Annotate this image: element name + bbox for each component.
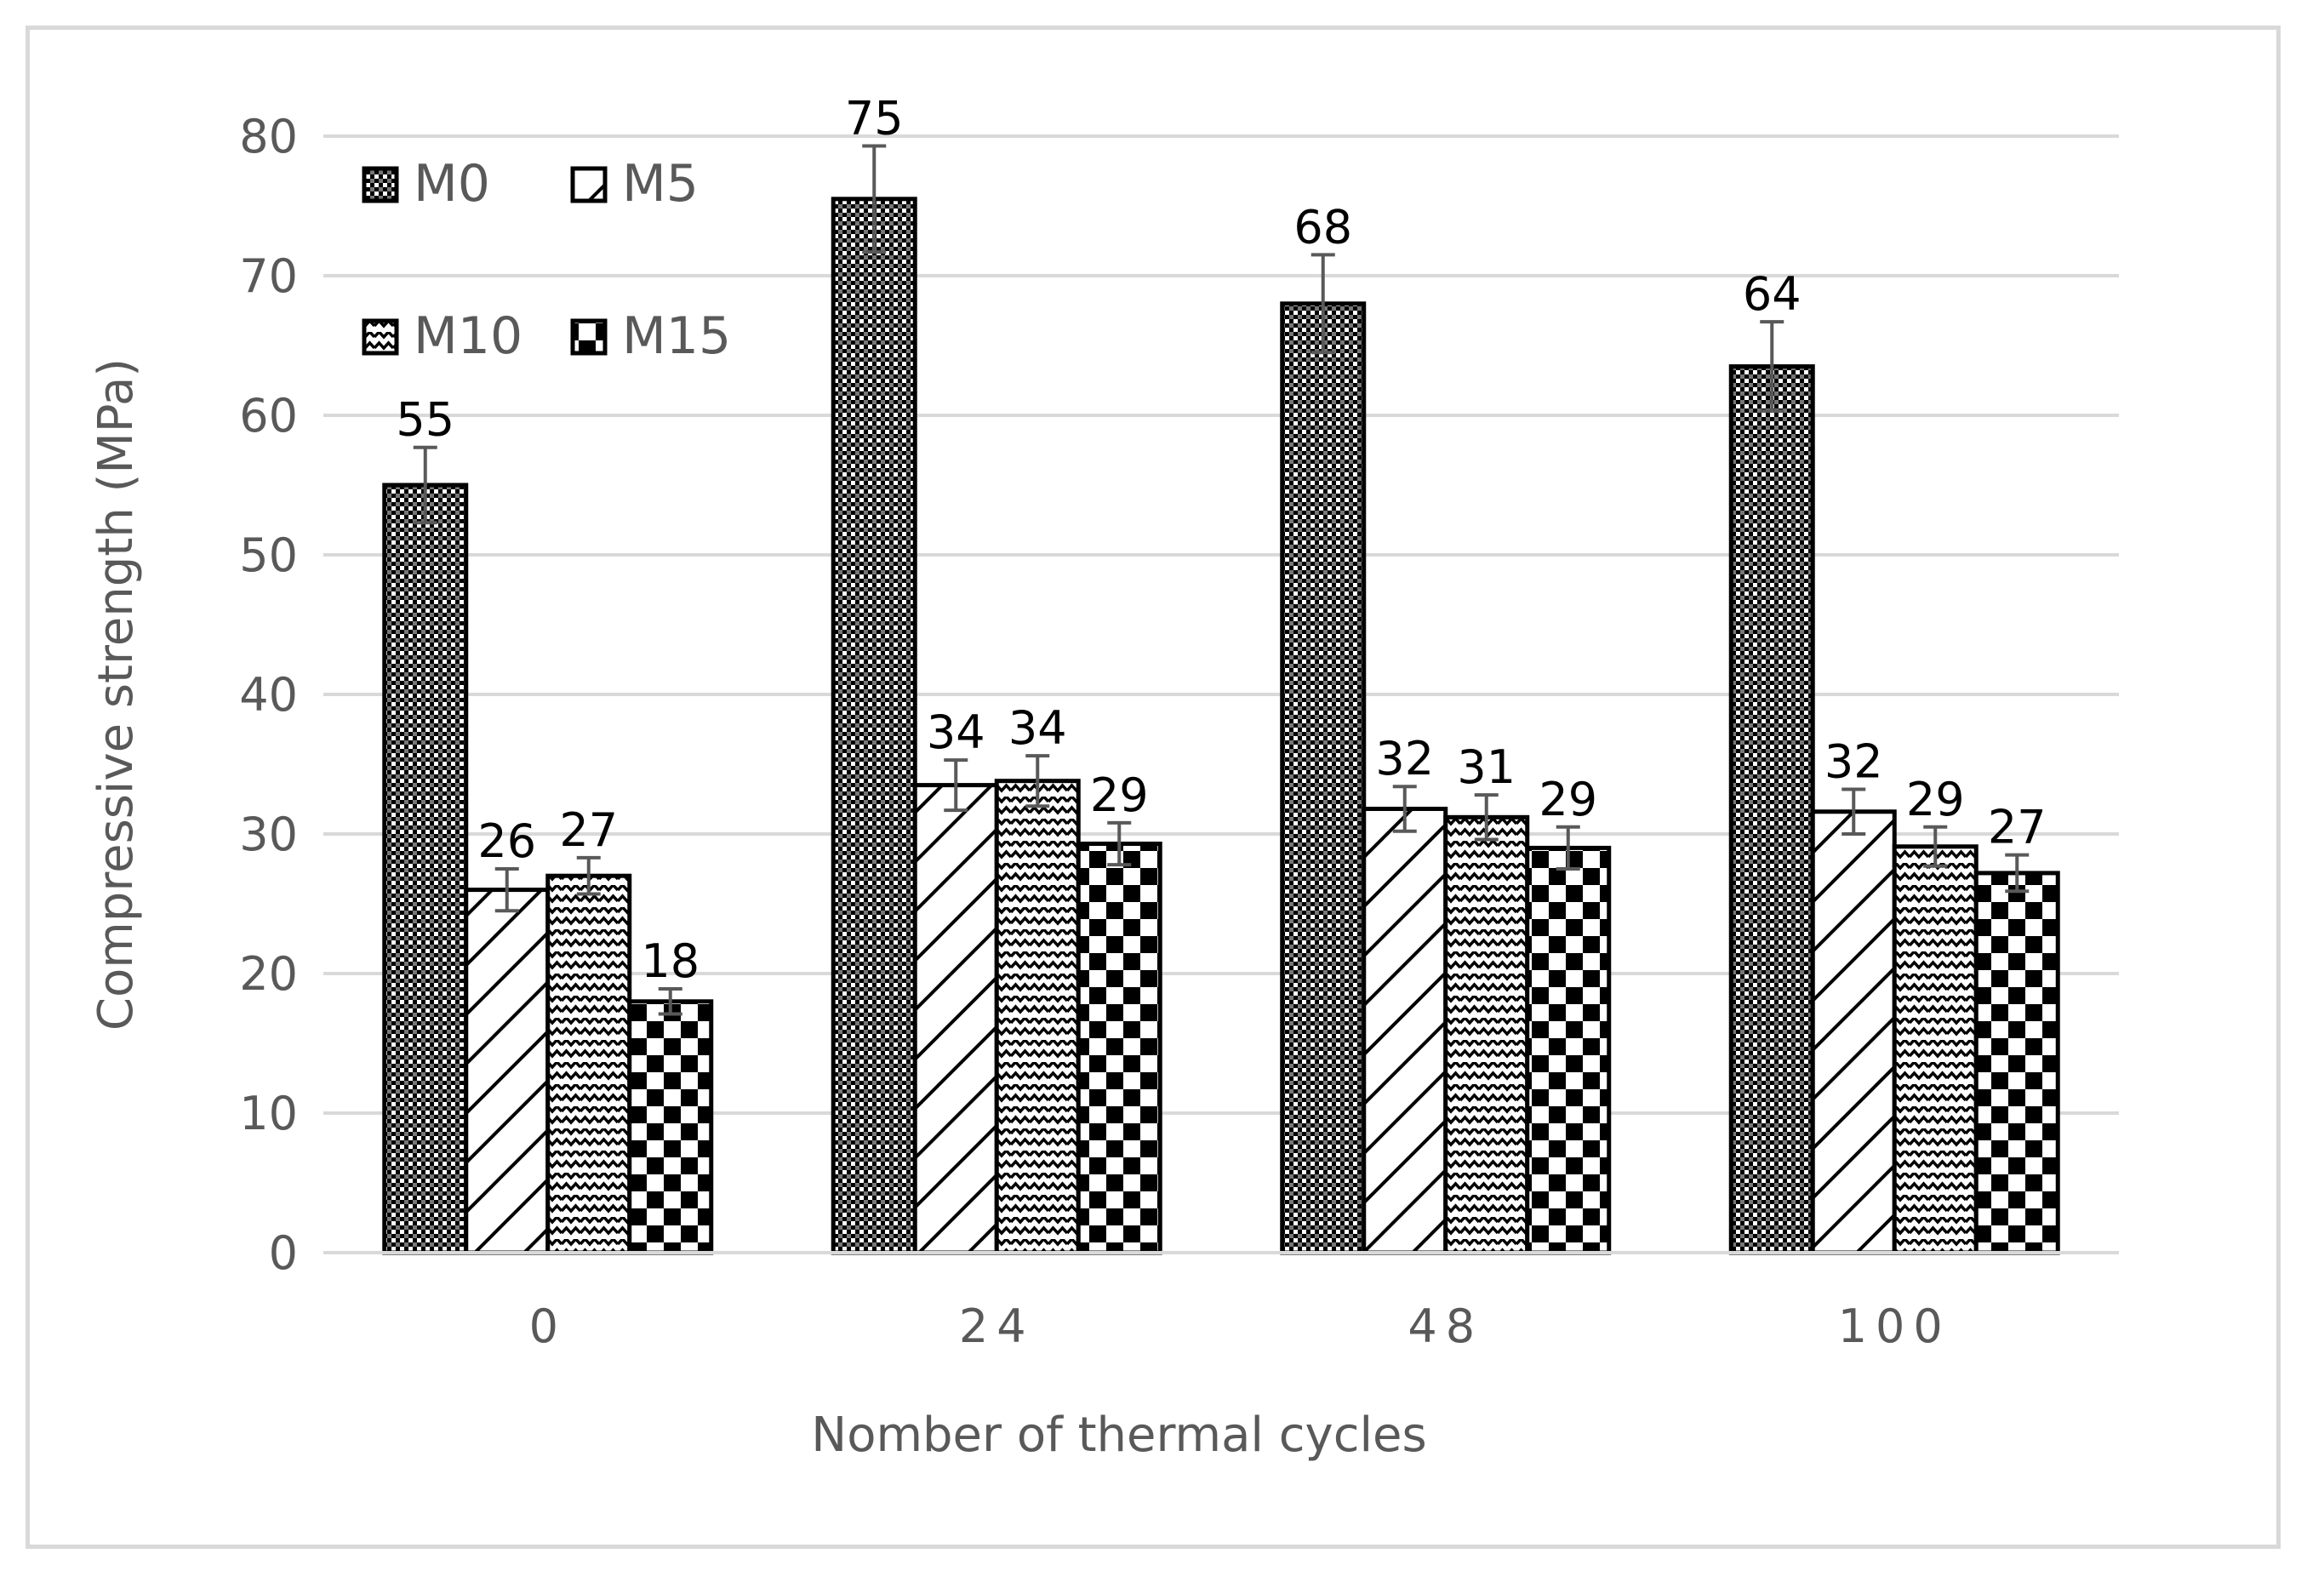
- bar-m10-100: [1892, 844, 1979, 1255]
- y-tick-label-30: 30: [239, 808, 298, 861]
- bar-m10-48: [1443, 814, 1530, 1255]
- legend-swatch-m0: [362, 166, 399, 203]
- bar-m15-0: [627, 999, 714, 1255]
- bar-m5-48: [1362, 806, 1448, 1255]
- data-label-m5-48: 32: [1375, 732, 1434, 785]
- data-label-m0-100: 64: [1743, 267, 1802, 321]
- data-label-m5-0: 26: [477, 814, 536, 868]
- data-label-m0-0: 55: [396, 393, 454, 447]
- legend-label-m10: M10: [414, 306, 522, 366]
- data-label-m10-24: 34: [1008, 701, 1067, 755]
- y-tick-label-40: 40: [239, 668, 298, 722]
- x-tick-label-24: 24: [959, 1299, 1035, 1353]
- y-tick-label-0: 0: [269, 1226, 298, 1280]
- y-tick-label-50: 50: [239, 528, 298, 582]
- legend-swatch-m10: [362, 318, 399, 356]
- data-label-m10-48: 31: [1457, 740, 1516, 794]
- bar-m0-24: [831, 197, 917, 1255]
- bar-m0-0: [382, 483, 469, 1255]
- data-label-m5-24: 34: [927, 705, 985, 759]
- bar-m0-48: [1280, 301, 1367, 1255]
- y-axis-title: Compressive strength (MPa): [89, 358, 144, 1031]
- y-tick-label-60: 60: [239, 389, 298, 443]
- bar-m15-100: [1973, 871, 2060, 1255]
- x-tick-label-100: 100: [1838, 1299, 1951, 1353]
- y-tick-label-10: 10: [239, 1087, 298, 1140]
- data-label-m15-100: 27: [1988, 801, 2047, 854]
- axes: 0 10 20 30 40 50 60 70 80 0 24 48 100 Nomber of therm…: [89, 110, 2119, 1463]
- legend-label-m5: M5: [622, 154, 699, 214]
- bar-m10-0: [545, 873, 632, 1255]
- bar-m0-100: [1728, 364, 1815, 1255]
- x-axis-title: Nomber of thermal cycles: [811, 1408, 1426, 1463]
- legend: M0 M5 M10 M15: [362, 154, 731, 366]
- data-label-m0-24: 75: [845, 91, 904, 145]
- bar-m5-0: [464, 888, 551, 1255]
- data-label-m10-100: 29: [1906, 773, 1965, 826]
- bar-m15-24: [1076, 841, 1162, 1255]
- bar-m5-24: [912, 783, 999, 1255]
- y-tick-label-20: 20: [239, 947, 298, 1001]
- bar-m15-48: [1525, 845, 1612, 1255]
- data-label-m5-100: 32: [1824, 735, 1883, 789]
- x-tick-label-0: 0: [529, 1299, 567, 1353]
- data-label-m15-24: 29: [1090, 768, 1149, 822]
- data-label-m10-0: 27: [559, 803, 618, 857]
- legend-swatch-m5: [570, 166, 608, 203]
- bar-m5-100: [1810, 809, 1897, 1255]
- legend-label-m15: M15: [622, 306, 731, 366]
- y-tick-label-70: 70: [239, 249, 298, 303]
- bar-m10-24: [994, 779, 1081, 1255]
- data-label-m15-0: 18: [641, 934, 699, 988]
- legend-label-m0: M0: [414, 154, 490, 214]
- data-label-m15-48: 29: [1539, 773, 1597, 826]
- legend-swatch-m15: [570, 318, 608, 356]
- data-label-m0-48: 68: [1293, 200, 1352, 254]
- labels: 55 26 27 18 75 34 34 29 68 32 31 29 64 32 29 27: [396, 91, 2046, 988]
- x-tick-label-48: 48: [1408, 1299, 1483, 1353]
- y-tick-label-80: 80: [239, 110, 298, 163]
